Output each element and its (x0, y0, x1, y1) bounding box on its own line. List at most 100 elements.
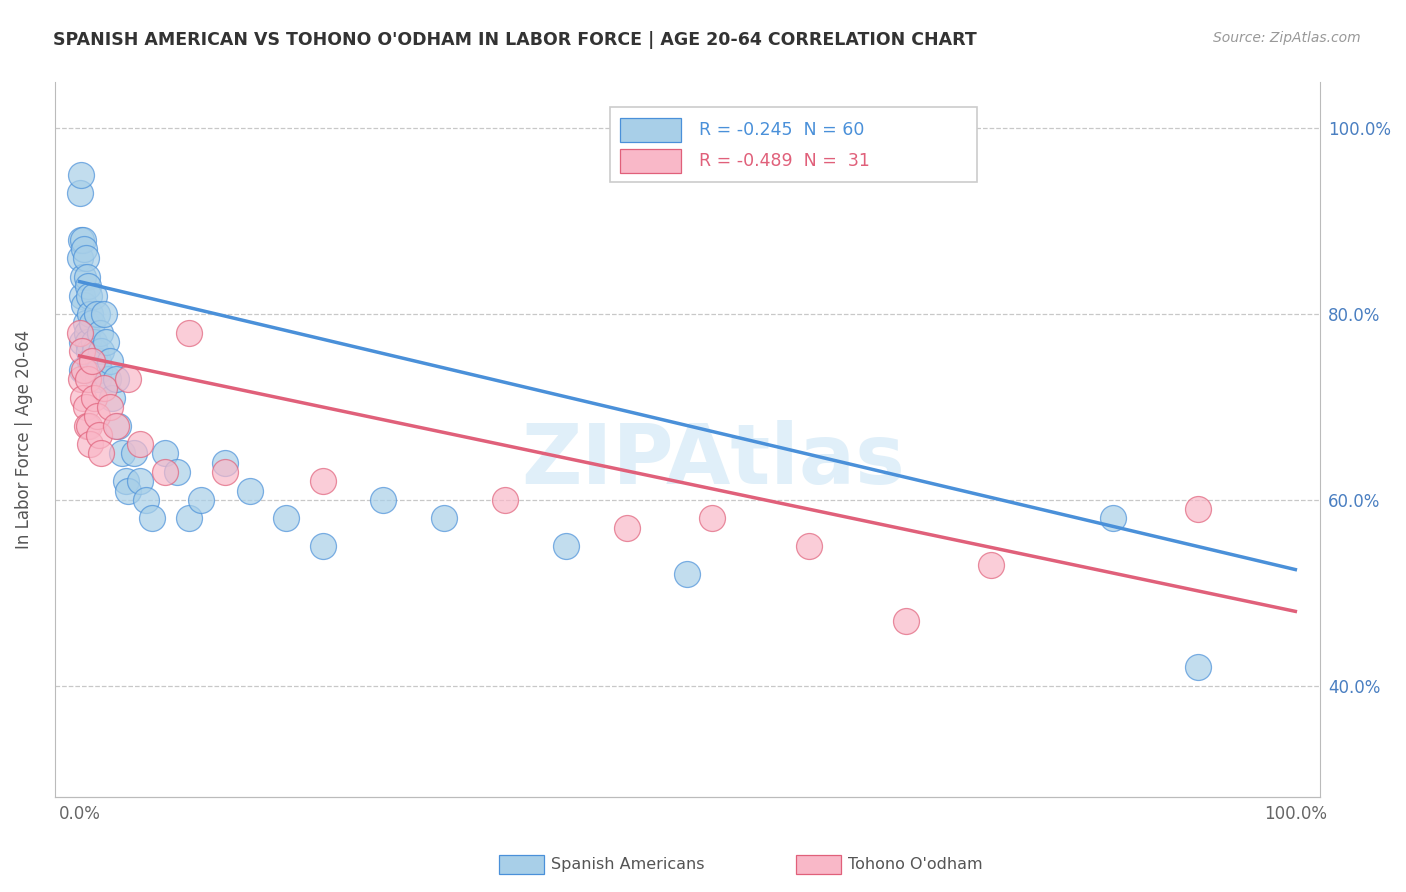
Point (84, 344, 107, 359)
Point (494, 492, 516, 507)
Point (433, 511, 456, 525)
Text: Spanish Americans: Spanish Americans (551, 857, 704, 871)
Point (239, 483, 262, 498)
Point (177, 326, 200, 340)
Point (105, 372, 128, 386)
Point (98, 400, 121, 414)
Text: R = -0.245  N = 60: R = -0.245 N = 60 (699, 121, 865, 139)
Point (75, 400, 97, 414)
Point (83, 334, 105, 349)
Point (797, 539, 820, 553)
Point (89, 326, 111, 340)
Point (980, 558, 1002, 572)
Point (1187, 502, 1209, 516)
Point (896, 614, 918, 628)
Point (73, 242, 96, 256)
Point (76, 270, 98, 285)
Point (96, 372, 118, 386)
FancyBboxPatch shape (620, 149, 681, 173)
Point (676, 567, 699, 582)
Point (276, 511, 298, 525)
Point (93, 307, 115, 321)
Point (616, 521, 638, 535)
Text: Tohono O'odham: Tohono O'odham (848, 857, 983, 871)
Point (75, 317, 97, 331)
Point (69, 326, 91, 340)
Point (73, 298, 96, 312)
Point (79, 353, 101, 368)
Y-axis label: In Labor Force | Age 20-64: In Labor Force | Age 20-64 (15, 330, 32, 549)
Point (69, 186, 91, 201)
Point (70, 363, 93, 377)
Point (80, 353, 103, 368)
Point (312, 539, 335, 553)
Point (90, 446, 112, 460)
Point (86, 307, 108, 321)
Point (79, 307, 101, 321)
Point (93, 381, 115, 395)
Point (107, 418, 129, 433)
Point (83, 391, 105, 405)
Point (373, 492, 395, 507)
Point (1102, 511, 1125, 525)
Point (79, 437, 101, 451)
Point (214, 456, 236, 470)
Text: ZIPAtlas: ZIPAtlas (520, 420, 904, 501)
Point (70, 288, 93, 302)
Point (101, 391, 124, 405)
Point (114, 475, 136, 489)
Point (117, 372, 139, 386)
Point (72, 270, 94, 285)
Point (77, 344, 100, 359)
Point (87, 372, 110, 386)
Point (141, 511, 163, 525)
Point (80, 317, 103, 331)
Point (117, 483, 139, 498)
Point (554, 539, 576, 553)
Text: SPANISH AMERICAN VS TOHONO O'ODHAM IN LABOR FORCE | AGE 20-64 CORRELATION CHART: SPANISH AMERICAN VS TOHONO O'ODHAM IN LA… (53, 31, 977, 49)
Point (87, 363, 110, 377)
Point (1187, 660, 1209, 674)
Point (77, 279, 100, 293)
FancyBboxPatch shape (610, 107, 977, 182)
Point (69, 372, 91, 386)
Text: Source: ZipAtlas.com: Source: ZipAtlas.com (1213, 31, 1361, 45)
Point (129, 437, 152, 451)
Point (122, 446, 145, 460)
Point (90, 344, 112, 359)
Point (77, 334, 100, 349)
Point (77, 372, 100, 386)
Point (69, 233, 91, 247)
Point (177, 511, 200, 525)
Text: R = -0.489  N =  31: R = -0.489 N = 31 (699, 153, 870, 170)
Point (700, 511, 723, 525)
Point (312, 475, 335, 489)
Point (105, 418, 128, 433)
Point (96, 334, 118, 349)
Point (111, 446, 134, 460)
Point (77, 418, 100, 433)
Point (135, 492, 157, 507)
Point (70, 334, 93, 349)
Point (69, 252, 91, 266)
Point (86, 409, 108, 424)
Point (69, 168, 91, 182)
Point (72, 391, 94, 405)
Point (73, 363, 96, 377)
Point (98, 353, 121, 368)
Point (214, 465, 236, 479)
Point (83, 288, 105, 302)
Point (87, 353, 110, 368)
Point (72, 233, 94, 247)
Point (70, 344, 93, 359)
Point (129, 475, 152, 489)
Point (76, 326, 98, 340)
FancyBboxPatch shape (620, 119, 681, 142)
Point (153, 465, 176, 479)
Point (153, 446, 176, 460)
Point (76, 418, 98, 433)
Point (77, 288, 100, 302)
Point (75, 252, 97, 266)
Point (80, 363, 103, 377)
Point (190, 492, 212, 507)
